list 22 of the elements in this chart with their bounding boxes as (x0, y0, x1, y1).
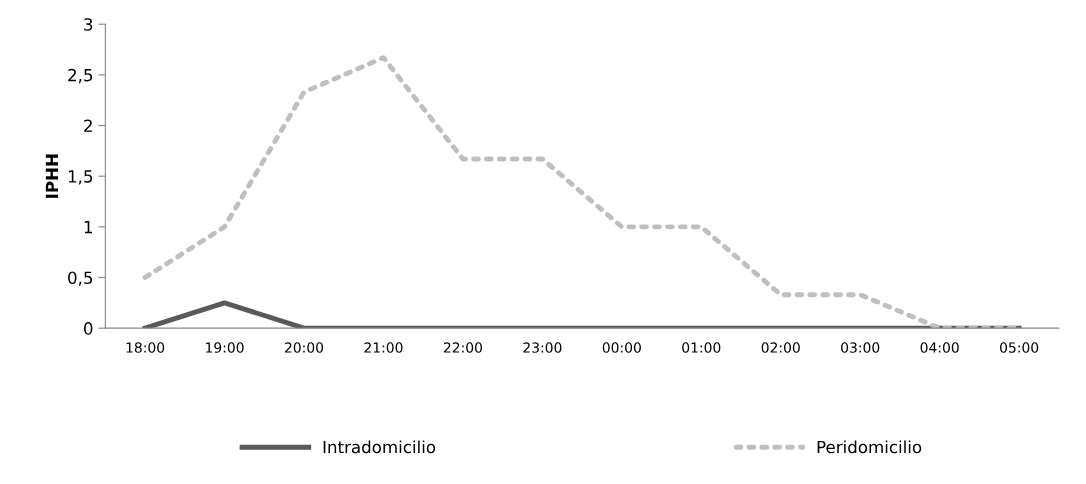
x-tick-label: 04:00 (920, 342, 959, 353)
legend-label: Intradomicilio (323, 440, 436, 454)
x-tick-label: 21:00 (364, 342, 403, 353)
x-tick-label: 22:00 (443, 342, 482, 353)
x-tick-label: 01:00 (682, 342, 721, 353)
x-tick-label: 00:00 (602, 342, 641, 353)
y-tick-label: 1 (84, 221, 92, 234)
x-tick-label: 23:00 (523, 342, 562, 353)
y-axis-title: IPHH (45, 154, 59, 198)
y-tick-label: 0 (84, 322, 93, 335)
x-tick-label: 18:00 (126, 342, 165, 353)
x-tick-label: 19:00 (206, 342, 244, 353)
y-tick-label: 0,5 (68, 271, 93, 286)
x-tick-label: 02:00 (761, 342, 800, 353)
legend-label: Peridomicilio (817, 440, 922, 454)
x-tick-label: 05:00 (1000, 342, 1039, 353)
y-tick-label: 1,5 (68, 170, 93, 185)
y-tick-label: 3 (84, 18, 93, 31)
x-tick-label: 03:00 (841, 342, 880, 353)
x-tick-label: 20:00 (284, 342, 324, 353)
y-tick-label: 2 (84, 119, 92, 132)
y-tick-label: 2,5 (68, 68, 93, 84)
